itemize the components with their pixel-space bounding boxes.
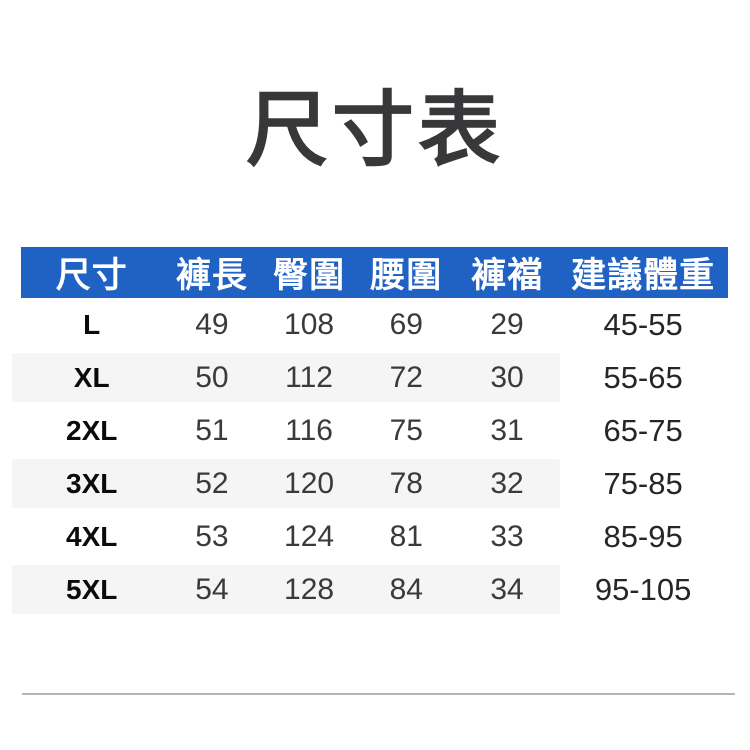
waist-cell: 81 (389, 519, 423, 553)
size-cell: XL (73, 361, 110, 393)
pants-length-cell: 50 (195, 360, 229, 394)
crotch-cell: 32 (490, 466, 524, 500)
pants-length-cell: 52 (195, 466, 229, 500)
header-crotch: 褲襠 (471, 256, 544, 295)
pants-length-cell: 53 (195, 519, 229, 553)
waist-cell: 69 (389, 307, 423, 341)
hip-cell: 112 (285, 360, 333, 394)
waist-cell: 72 (389, 360, 423, 394)
hip-cell: 116 (285, 413, 333, 447)
table-row: L 49 108 69 29 45-55 (21, 298, 728, 351)
hip-cell: 108 (284, 307, 335, 341)
hip-cell: 128 (284, 572, 335, 606)
pants-length-cell: 54 (195, 572, 229, 606)
crotch-cell: 34 (490, 572, 524, 606)
header-suggested-weight: 建議體重 (571, 256, 716, 295)
header-size: 尺寸 (55, 256, 128, 295)
crotch-cell: 33 (490, 519, 524, 553)
table-row: 3XL 52 120 78 32 75-85 (12, 457, 728, 510)
hip-cell: 120 (284, 466, 335, 500)
bottom-divider (22, 693, 735, 695)
waist-cell: 75 (389, 413, 423, 447)
weight-cell: 65-75 (603, 412, 683, 448)
size-cell: L (83, 308, 101, 340)
weight-cell: 75-85 (603, 465, 683, 501)
weight-cell: 95-105 (594, 571, 692, 607)
table-row: 2XL 51 116 75 31 65-75 (21, 404, 728, 457)
header-waist: 腰圍 (370, 256, 443, 295)
size-cell: 4XL (66, 520, 118, 552)
table-row: 4XL 53 124 81 33 85-95 (21, 510, 728, 563)
pants-length-cell: 51 (195, 413, 229, 447)
table-header-row: 尺寸 褲長 臀圍 腰圍 褲襠 建議體重 (21, 247, 728, 298)
pants-length-cell: 49 (195, 307, 229, 341)
weight-cell: 45-55 (603, 306, 683, 342)
size-cell: 3XL (66, 467, 118, 499)
size-cell: 5XL (66, 573, 118, 605)
crotch-cell: 31 (490, 413, 524, 447)
size-cell: 2XL (66, 414, 118, 446)
waist-cell: 84 (389, 572, 423, 606)
weight-cell: 85-95 (603, 518, 683, 554)
size-table: 尺寸 褲長 臀圍 腰圍 褲襠 建議體重 L 49 108 69 29 45-55… (12, 247, 728, 616)
crotch-cell: 29 (490, 307, 524, 341)
header-hip: 臀圍 (273, 256, 346, 295)
header-pants-length: 褲長 (175, 256, 248, 295)
crotch-cell: 30 (490, 360, 524, 394)
table-row: 5XL 54 128 84 34 95-105 (12, 563, 728, 616)
waist-cell: 78 (389, 466, 423, 500)
table-row: XL 50 112 72 30 55-65 (12, 351, 728, 404)
page-title: 尺寸表 (245, 85, 504, 176)
hip-cell: 124 (284, 519, 335, 553)
weight-cell: 55-65 (603, 359, 683, 395)
